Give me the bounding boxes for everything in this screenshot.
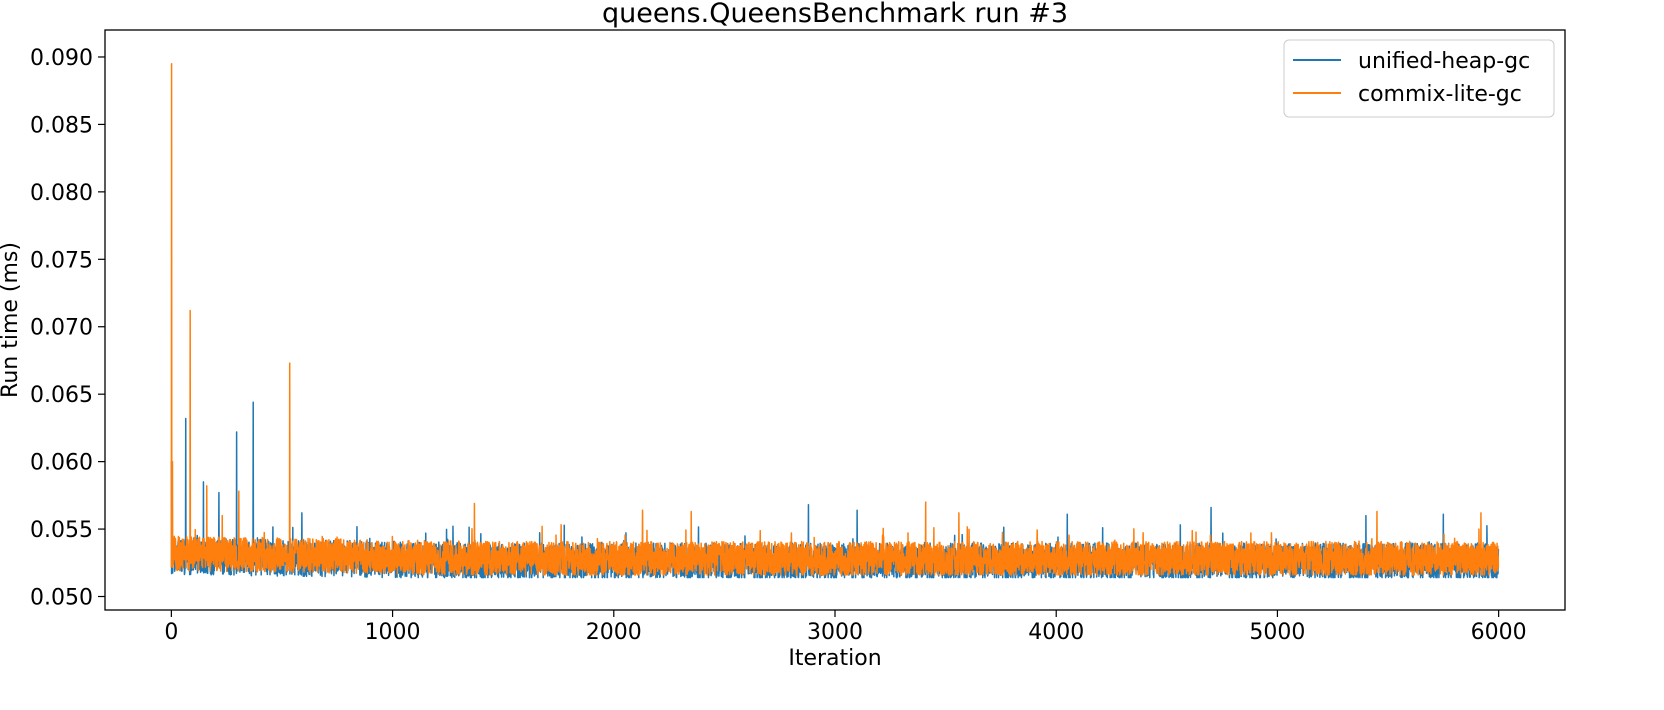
y-tick-label: 0.085	[30, 113, 93, 138]
legend: unified-heap-gc commix-lite-gc	[1283, 39, 1555, 118]
x-axis-label: Iteration	[788, 646, 881, 671]
legend-box	[1283, 39, 1555, 118]
y-tick-label: 0.090	[30, 46, 93, 71]
legend-label-unified-heap-gc: unified-heap-gc	[1358, 49, 1530, 74]
x-tick-label: 0	[164, 620, 178, 645]
series-line-commix-lite-gc	[170, 62, 1500, 576]
y-axis: 0.050 0.055 0.060 0.065 0.070 0.075 0.080 0.085…	[30, 46, 105, 611]
x-tick-label: 4000	[1028, 620, 1084, 645]
series-layer	[170, 62, 1500, 579]
y-tick-label: 0.060	[30, 451, 93, 476]
y-tick-label: 0.050	[30, 586, 93, 611]
y-tick-label: 0.065	[30, 383, 93, 408]
x-axis: 0 1000 2000 3000 4000 5000 6000	[164, 610, 1527, 645]
y-tick-label: 0.075	[30, 248, 93, 273]
x-tick-label: 5000	[1249, 620, 1305, 645]
x-tick-label: 2000	[586, 620, 642, 645]
y-tick-label: 0.070	[30, 316, 93, 341]
chart-title: queens.QueensBenchmark run #3	[602, 0, 1068, 29]
y-tick-label: 0.055	[30, 518, 93, 543]
x-tick-label: 1000	[365, 620, 421, 645]
y-tick-label: 0.080	[30, 181, 93, 206]
x-tick-label: 3000	[807, 620, 863, 645]
y-axis-label: Run time (ms)	[0, 242, 23, 398]
x-tick-label: 6000	[1471, 620, 1527, 645]
legend-label-commix-lite-gc: commix-lite-gc	[1358, 82, 1522, 107]
